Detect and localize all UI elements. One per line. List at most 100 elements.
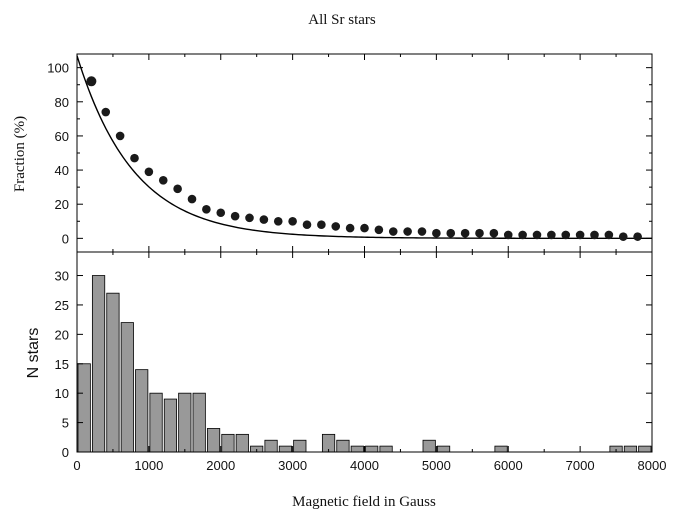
fraction-point (317, 220, 326, 229)
histogram-bar (106, 292, 120, 453)
fraction-point (202, 205, 211, 214)
fraction-point (503, 230, 513, 240)
histogram-bar (91, 275, 106, 453)
fraction-point (144, 167, 154, 177)
fraction-point (230, 211, 240, 221)
histogram-bar (221, 433, 235, 453)
histogram-panel: 0 5 10 15 20 25 30 0 1000 2000 3000 4000 5000 6000 700… (25, 252, 666, 510)
histogram-bar (264, 439, 278, 453)
fraction-point (575, 230, 585, 240)
fraction-ytick-label: 80 (55, 95, 69, 110)
fraction-ytick-label: 100 (47, 61, 69, 76)
fraction-ytick-label: 60 (55, 129, 69, 144)
fraction-point (331, 222, 341, 231)
fraction-point (475, 228, 484, 238)
histogram-bar (235, 433, 249, 453)
fraction-point (259, 215, 269, 224)
fraction-point (388, 227, 398, 236)
histogram-bar (206, 428, 221, 453)
histogram-bar (623, 445, 638, 453)
histogram-bar (422, 439, 436, 453)
histogram-axis-ticks: 0 5 10 15 20 25 30 0 1000 2000 3000 4000 5000 6000 700… (55, 252, 667, 473)
fraction-point (187, 194, 197, 204)
histogram-bar (178, 392, 192, 453)
histogram-ytick-label: 25 (55, 298, 69, 313)
fraction-point (561, 230, 571, 240)
fraction-points (86, 76, 642, 241)
fraction-point (302, 220, 312, 229)
histogram-bar (365, 445, 379, 453)
histogram-ytick-label: 0 (62, 445, 69, 460)
x-tick-label: 0 (73, 458, 80, 473)
fraction-point (130, 153, 139, 163)
histogram-bar (163, 398, 178, 453)
histogram-bar (293, 439, 307, 453)
fraction-ytick-label: 20 (55, 197, 69, 212)
chart-title: All Sr stars (308, 12, 376, 28)
fraction-point (101, 107, 111, 117)
fraction-point (173, 184, 182, 194)
fraction-point (115, 131, 125, 141)
fit-curve-line (76, 55, 652, 240)
fraction-point (374, 225, 384, 235)
fraction-ytick-label: 40 (55, 163, 69, 178)
fraction-point (633, 232, 642, 241)
histogram-bar (350, 445, 364, 453)
fraction-point (273, 216, 283, 226)
fraction-point (460, 228, 470, 238)
fraction-point (360, 223, 369, 233)
histogram-bar (120, 322, 134, 453)
fraction-point (604, 230, 614, 240)
x-tick-label: 5000 (422, 458, 451, 473)
histogram-bar (436, 445, 451, 453)
fraction-point (432, 228, 441, 238)
histogram-ytick-label: 10 (55, 386, 69, 401)
histogram-bar (278, 445, 293, 453)
fraction-frame (76, 53, 653, 253)
fraction-point (618, 232, 628, 241)
histogram-ytick-label: 20 (55, 327, 69, 342)
fraction-axis-ticks: 0 20 40 60 80 100 (47, 54, 653, 252)
fraction-ytick-label: 0 (62, 231, 69, 246)
x-tick-label: 4000 (350, 458, 379, 473)
histogram-ytick-label: 15 (55, 357, 69, 372)
x-tick-label: 8000 (638, 458, 667, 473)
fraction-point (489, 228, 499, 238)
fraction-point (245, 213, 254, 223)
x-tick-label: 7000 (566, 458, 595, 473)
histogram-bar (77, 363, 91, 453)
x-axis-label: Magnetic field in Gauss (292, 494, 436, 510)
fraction-point (590, 230, 599, 240)
fraction-axis-label: Fraction (%) (12, 116, 28, 192)
fraction-point (403, 227, 412, 236)
histogram-frame (76, 251, 653, 453)
x-tick-label: 6000 (494, 458, 523, 473)
fraction-point (446, 228, 456, 238)
histogram-bar (135, 369, 149, 453)
histogram-bars (77, 275, 652, 453)
histogram-axis-label: N stars (25, 328, 42, 379)
fraction-point (417, 227, 427, 236)
histogram-bar (638, 445, 652, 453)
histogram-ytick-label: 30 (55, 269, 69, 284)
fraction-panel: 0 20 40 60 80 100 Fraction (%) (12, 54, 653, 252)
histogram-bar (336, 439, 350, 453)
fraction-point (518, 230, 527, 240)
fraction-point (288, 216, 297, 226)
histogram-bar (379, 445, 393, 453)
fraction-point (532, 230, 542, 240)
fraction-point (547, 230, 556, 240)
histogram-bar (149, 392, 163, 453)
fraction-point (345, 223, 355, 233)
histogram-bar (494, 445, 508, 453)
x-tick-label: 3000 (278, 458, 307, 473)
x-tick-label: 1000 (134, 458, 163, 473)
x-tick-label: 2000 (206, 458, 235, 473)
fit-curve (76, 55, 652, 240)
fraction-point (86, 76, 97, 87)
histogram-ytick-label: 5 (62, 416, 69, 431)
fraction-point (158, 176, 168, 185)
fraction-point (216, 208, 226, 218)
histogram-bar (192, 392, 206, 453)
